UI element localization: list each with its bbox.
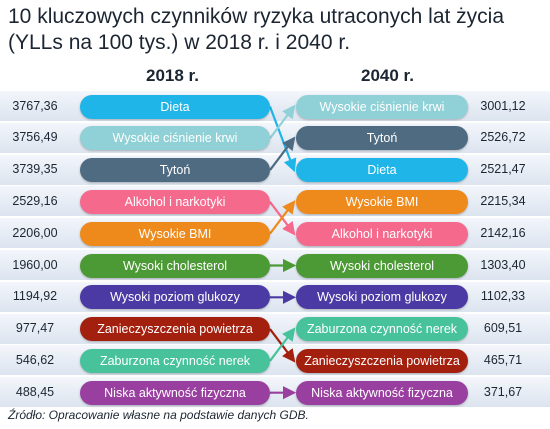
right-factor-value: 2521,47 bbox=[480, 162, 526, 177]
right-factor-value: 1303,40 bbox=[480, 257, 526, 272]
right-factor-value: 371,67 bbox=[483, 384, 523, 399]
left-factor-pill: Wysokie ciśnienie krwi bbox=[80, 126, 270, 151]
right-factor-value: 1102,33 bbox=[480, 289, 526, 304]
left-factor-value: 546,62 bbox=[15, 352, 55, 367]
left-factor-value: 3756,49 bbox=[12, 130, 58, 145]
right-factor-value: 2215,34 bbox=[480, 193, 526, 208]
right-factor-pill: Wysokie BMI bbox=[296, 189, 468, 214]
right-factor-value: 465,71 bbox=[483, 352, 523, 367]
left-factor-value: 2206,00 bbox=[12, 225, 58, 240]
right-factor-pill: Wysoki cholesterol bbox=[296, 253, 468, 278]
left-factor-value: 3767,36 bbox=[12, 98, 58, 113]
left-factor-pill: Alkohol i narkotyki bbox=[80, 189, 270, 214]
left-factor-pill: Tytoń bbox=[80, 158, 270, 183]
left-factor-value: 3739,35 bbox=[12, 162, 58, 177]
right-factor-pill: Zanieczyszczenia powietrza bbox=[296, 348, 468, 373]
right-factor-pill: Tytoń bbox=[296, 126, 468, 151]
column-header-2018: 2018 r. bbox=[146, 66, 199, 85]
right-factor-pill: Alkohol i narkotyki bbox=[296, 221, 468, 246]
left-factor-value: 488,45 bbox=[15, 384, 55, 399]
left-factor-pill: Wysokie BMI bbox=[80, 221, 270, 246]
left-factor-pill: Zanieczyszczenia powietrza bbox=[80, 317, 270, 342]
left-factor-pill: Dieta bbox=[80, 94, 270, 119]
right-factor-value: 3001,12 bbox=[480, 98, 526, 113]
left-factor-pill: Zaburzona czynność nerek bbox=[80, 348, 270, 373]
left-factor-value: 977,47 bbox=[15, 321, 55, 336]
right-factor-pill: Dieta bbox=[296, 158, 468, 183]
source-note: Źródło: Opracowanie własne na podstawie … bbox=[8, 408, 309, 422]
left-factor-pill: Wysoki cholesterol bbox=[80, 253, 270, 278]
right-factor-pill: Zaburzona czynność nerek bbox=[296, 317, 468, 342]
left-factor-value: 1960,00 bbox=[12, 257, 58, 272]
chart-title: 10 kluczowych czynników ryzyka utraconyc… bbox=[8, 5, 505, 54]
left-factor-pill: Wysoki poziom glukozy bbox=[80, 285, 270, 310]
right-factor-pill: Wysoki poziom glukozy bbox=[296, 285, 468, 310]
left-factor-value: 1194,92 bbox=[12, 289, 58, 304]
column-header-2040: 2040 r. bbox=[361, 66, 414, 85]
left-factor-value: 2529,16 bbox=[12, 193, 58, 208]
right-factor-pill: Wysokie ciśnienie krwi bbox=[296, 94, 468, 119]
right-factor-value: 609,51 bbox=[483, 321, 523, 336]
left-factor-pill: Niska aktywność fizyczna bbox=[80, 380, 270, 405]
right-factor-value: 2142,16 bbox=[480, 225, 526, 240]
right-factor-pill: Niska aktywność fizyczna bbox=[296, 380, 468, 405]
right-factor-value: 2526,72 bbox=[480, 130, 526, 145]
